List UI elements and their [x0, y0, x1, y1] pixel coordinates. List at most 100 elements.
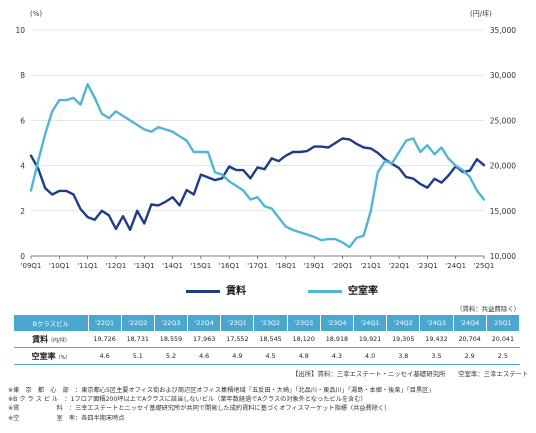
table-cell: 20,041 [486, 331, 520, 348]
x-tick-label: '25Q1 [474, 262, 495, 270]
right-axis-ticks: 10,000 15,000 20,000 25,000 30,000 35,000 [490, 26, 516, 261]
x-tick-label: '20Q1 [332, 262, 353, 270]
table-cell: 5.1 [121, 347, 155, 365]
table-row-vacancy: 空室率（%） 4.6 5.1 5.2 4.6 4.9 4.5 4.8 4.3 4… [14, 347, 520, 365]
x-tick-label: '23Q1 [417, 262, 438, 270]
left-tick-label: 0 [20, 252, 25, 261]
left-axis-ticks: 0 2 4 6 8 10 [15, 26, 25, 261]
table-cell: 4.5 [253, 347, 288, 365]
x-tick-label: '17Q1 [247, 262, 268, 270]
right-tick-label: 20,000 [490, 162, 516, 171]
table-header-cell: '24Q3 [419, 315, 454, 331]
grid-lines [31, 29, 484, 257]
footnotes: ※東 京 都 心 部 ：東京都心5区主要オフィス街および周辺区オフィス集積地域「… [8, 386, 528, 423]
data-table: Bクラスビル '22Q1 '22Q2 '22Q3 '22Q4 '23Q1 '23… [14, 315, 521, 365]
table-unit-note: （賃料：共益費除く） [456, 305, 520, 313]
table-cell: 19,726 [88, 331, 122, 348]
x-tick-label: '13Q1 [134, 262, 155, 270]
row-label-unit: （%） [55, 354, 71, 361]
table-cell: 20,704 [453, 331, 487, 348]
table-cell: 19,432 [419, 331, 454, 348]
x-axis-ticks: '09Q1 '10Q1 '11Q1 '12Q1 '13Q1 '14Q1 '15Q1 '16Q1… [21, 256, 495, 270]
row-label-text: 空室率 [31, 351, 56, 361]
table-header-row: Bクラスビル '22Q1 '22Q2 '22Q3 '22Q4 '23Q1 '23… [14, 315, 521, 331]
vacancy-series-line [29, 83, 486, 249]
table-cell: 18,120 [287, 331, 321, 348]
source-note: 【出所】賃料：三幸エステート・ニッセイ基礎研究所 空室率：三幸エステート [292, 370, 529, 378]
x-tick-label: '12Q1 [106, 262, 127, 270]
table-cell: 5.2 [154, 347, 188, 365]
table-header-cell: '23Q1 [220, 315, 255, 331]
x-tick-label: '24Q1 [445, 262, 466, 270]
table-cell: 19,921 [353, 331, 387, 348]
table-header-cell: '22Q2 [121, 315, 155, 331]
table-cell: 4.0 [353, 347, 387, 365]
table-header-cell: '23Q4 [320, 315, 355, 331]
left-axis-unit: (%) [30, 10, 42, 18]
x-tick-label: '19Q1 [304, 262, 325, 270]
legend-label-vacancy: 空室率 [348, 286, 378, 297]
table-header-cell: '22Q3 [154, 315, 189, 331]
legend-item-rent: 賃料 [186, 282, 246, 297]
x-tick-label: '22Q1 [389, 262, 410, 270]
x-tick-label: '10Q1 [49, 262, 70, 270]
legend-swatch-vacancy [308, 289, 342, 293]
table-header-label: Bクラスビル [14, 315, 89, 331]
row-label-text: 賃料 [32, 334, 49, 344]
table-header-cell: '24Q1 [353, 315, 388, 331]
table-row-label: 賃料（円/坪） [14, 331, 88, 348]
legend: 賃料 空室率 [186, 282, 426, 298]
footnote: ※空 室 率：各四半期末時点 [8, 414, 125, 422]
table-row-label: 空室率（%） [14, 347, 88, 365]
table-cell: 18,559 [154, 331, 188, 348]
x-tick-label: '14Q1 [162, 262, 183, 270]
table-header-cell: '23Q3 [287, 315, 321, 331]
table-cell: 4.3 [320, 347, 354, 365]
row-label-unit: （円/坪） [48, 337, 70, 344]
left-tick-label: 6 [20, 116, 25, 125]
table-cell: 4.6 [88, 347, 122, 365]
legend-label-rent: 賃料 [226, 286, 246, 297]
table-cell: 19,305 [386, 331, 420, 348]
table-header-cell: '22Q4 [187, 315, 222, 331]
x-tick-label: '16Q1 [219, 262, 240, 270]
table-cell: 4.9 [220, 347, 254, 365]
table-cell: 4.6 [187, 347, 221, 365]
x-tick-label: '11Q1 [77, 262, 98, 270]
table-cell: 2.9 [453, 347, 487, 365]
table-cell: 18,545 [253, 331, 288, 348]
table-header-cell: '24Q4 [453, 315, 487, 331]
rent-series-line [29, 137, 486, 231]
right-axis-unit: (円/坪) [470, 10, 492, 18]
table-cell: 18,731 [121, 331, 155, 348]
legend-item-vacancy: 空室率 [308, 282, 378, 297]
right-tick-label: 35,000 [490, 26, 516, 35]
left-tick-label: 4 [20, 162, 25, 171]
table-header-cell: '23Q2 [253, 315, 288, 331]
left-tick-label: 10 [15, 26, 25, 35]
footnote: ※東 京 都 心 部 ：東京都心5区主要オフィス街および周辺区オフィス集積地域「… [8, 387, 435, 394]
series-layer [29, 83, 486, 249]
right-tick-label: 25,000 [490, 116, 516, 125]
table-header-cell: '24Q2 [386, 315, 421, 331]
table-cell: 4.8 [287, 347, 321, 365]
table-header-cell: '22Q1 [88, 315, 122, 331]
table-cell: 3.8 [386, 347, 420, 365]
table-cell: 17,552 [220, 331, 254, 348]
table-cell: 18,918 [320, 331, 354, 348]
right-tick-label: 30,000 [490, 71, 516, 80]
legend-swatch-rent [186, 289, 220, 293]
left-tick-label: 2 [20, 207, 25, 216]
table-cell: 2.5 [486, 347, 520, 365]
x-tick-label: '18Q1 [275, 262, 296, 270]
table-header-cell: 25Q1 [486, 315, 521, 331]
line-chart: 0 2 4 6 8 10 10,000 15,000 20,000 25,000 30,000 35… [15, 10, 516, 270]
table-cell: 17,963 [187, 331, 221, 348]
x-tick-label: '21Q1 [360, 262, 381, 270]
table-cell: 3.5 [419, 347, 454, 365]
x-tick-label: '09Q1 [21, 262, 42, 270]
right-tick-label: 10,000 [490, 252, 516, 261]
footnote: ※B ク ラ ス ビ ル ：1フロア面積200坪以上でAクラスに該当しないビル（… [8, 396, 367, 404]
table-row-rent: 賃料（円/坪） 19,726 18,731 18,559 17,963 17,5… [14, 331, 520, 348]
left-tick-label: 8 [20, 71, 25, 80]
